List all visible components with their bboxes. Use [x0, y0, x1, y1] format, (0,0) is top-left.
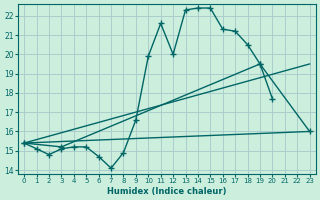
- X-axis label: Humidex (Indice chaleur): Humidex (Indice chaleur): [107, 187, 227, 196]
